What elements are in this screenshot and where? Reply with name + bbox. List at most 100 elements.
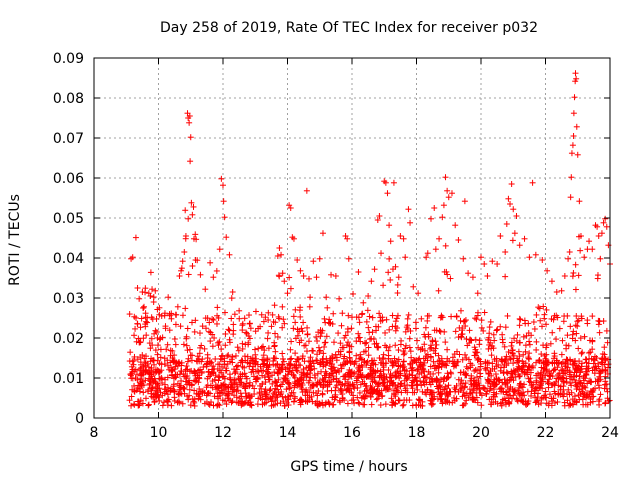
data-point-cloud: [471, 368, 478, 375]
y-tick-label: 0.02: [53, 331, 84, 347]
data-point-cloud: [321, 378, 328, 385]
data-point-cloud: [534, 397, 541, 404]
data-point-cloud: [391, 355, 398, 362]
data-point: [586, 238, 593, 245]
data-point-cloud: [177, 323, 184, 330]
data-point-cloud: [463, 363, 470, 370]
data-point: [484, 273, 491, 279]
data-point-cloud: [182, 366, 189, 373]
data-point-cloud: [503, 353, 510, 360]
data-point-cloud: [209, 331, 216, 338]
data-point: [465, 270, 472, 277]
data-point: [216, 246, 223, 253]
data-point-cloud: [138, 315, 145, 322]
data-point-cloud: [209, 343, 216, 350]
data-point: [319, 230, 326, 237]
data-point-cloud: [407, 348, 414, 355]
data-point: [573, 123, 580, 130]
data-point: [432, 246, 439, 253]
data-point-cloud: [477, 370, 484, 377]
data-point: [595, 233, 602, 239]
data-point: [397, 233, 404, 239]
data-point-cloud: [596, 329, 603, 336]
data-point-cloud: [264, 356, 271, 363]
data-point: [223, 234, 230, 241]
data-point-cloud: [517, 316, 524, 323]
data-point-cloud: [251, 346, 258, 353]
data-point-cloud: [393, 315, 400, 322]
data-point-cloud: [305, 275, 312, 282]
data-point-cloud: [184, 358, 191, 365]
data-point-cloud: [281, 402, 288, 409]
data-point: [300, 273, 307, 279]
data-point-cloud: [260, 352, 267, 359]
data-point-cloud: [206, 319, 213, 326]
data-point-cloud: [243, 380, 250, 387]
data-point-cloud: [159, 392, 166, 399]
data-point-cloud: [156, 311, 163, 318]
data-points: [126, 70, 613, 409]
data-point-cloud: [366, 313, 373, 320]
data-point-cloud: [394, 290, 401, 297]
data-point: [365, 293, 372, 299]
data-point: [278, 251, 285, 258]
data-point-cloud: [341, 361, 348, 368]
data-point-cloud: [229, 398, 236, 405]
data-point: [574, 151, 581, 158]
data-point-cloud: [203, 325, 210, 332]
data-point-cloud: [287, 392, 294, 399]
data-point: [387, 238, 394, 245]
data-point-cloud: [526, 378, 533, 385]
data-point: [378, 250, 385, 257]
data-point-cloud: [433, 341, 440, 348]
data-point-cloud: [264, 335, 271, 342]
data-point-cloud: [458, 334, 465, 341]
data-point-cloud: [243, 330, 250, 337]
data-point: [197, 271, 204, 278]
data-point: [581, 254, 588, 261]
data-point-cloud: [305, 338, 312, 345]
data-point-cloud: [229, 359, 236, 366]
data-point-cloud: [189, 262, 196, 269]
data-point-cloud: [185, 271, 192, 278]
data-point-cloud: [386, 255, 393, 262]
data-point-cloud: [225, 352, 232, 359]
data-point-cloud: [239, 327, 246, 334]
data-point-cloud: [321, 343, 328, 350]
data-point-cloud: [382, 329, 389, 336]
data-point-cloud: [462, 380, 469, 387]
data-point-cloud: [312, 374, 319, 381]
data-point: [565, 255, 572, 262]
data-point: [489, 258, 496, 265]
data-point-cloud: [493, 327, 500, 334]
y-tick-label: 0.08: [53, 91, 84, 107]
data-point-cloud: [442, 339, 449, 346]
data-point-cloud: [136, 388, 143, 395]
data-point-cloud: [473, 374, 480, 381]
data-point-cloud: [365, 324, 372, 331]
data-point-cloud: [526, 363, 533, 370]
data-point-cloud: [587, 399, 594, 406]
data-point-cloud: [389, 266, 396, 273]
data-point: [218, 175, 225, 182]
data-point-cloud: [594, 275, 601, 282]
data-point-cloud: [328, 378, 335, 385]
data-point-cloud: [344, 325, 351, 332]
data-point-cloud: [420, 355, 427, 362]
data-point: [474, 290, 481, 297]
data-point: [594, 223, 601, 230]
data-point-cloud: [462, 351, 469, 358]
data-point-cloud: [147, 269, 154, 276]
data-point-cloud: [163, 346, 170, 353]
data-point-cloud: [170, 358, 177, 365]
data-point-cloud: [145, 402, 152, 409]
data-point-cloud: [210, 363, 217, 370]
data-point-cloud: [148, 335, 155, 342]
x-tick-label: 8: [90, 425, 99, 441]
data-point: [431, 205, 438, 211]
data-point-cloud: [548, 381, 555, 388]
data-point: [423, 254, 430, 261]
data-point-cloud: [150, 294, 157, 301]
data-point-cloud: [583, 359, 590, 366]
data-point-cloud: [272, 330, 279, 337]
